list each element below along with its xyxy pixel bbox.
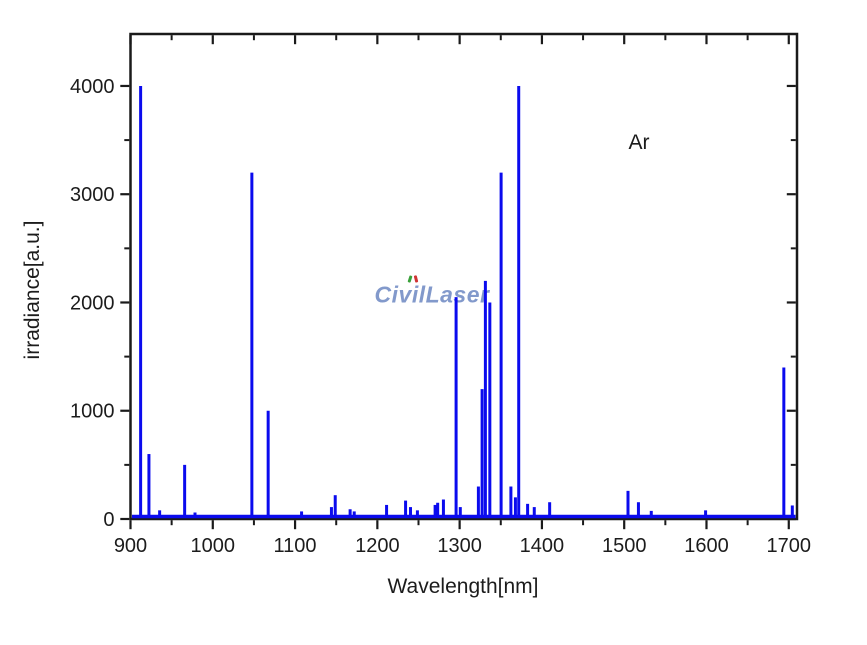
x-tick-label: 1300 (437, 535, 482, 557)
y-axis-label: irradiance[a.u.] (21, 220, 44, 360)
watermark: CivilLaser (374, 275, 490, 309)
y-tick-label: 1000 (70, 401, 115, 423)
x-axis-label: Wavelength[nm] (387, 575, 539, 598)
y-tick-label: 2000 (70, 292, 115, 314)
x-tick-label: 1600 (684, 535, 729, 557)
x-tick-label: 1400 (520, 535, 565, 557)
x-tick-label: 1100 (274, 535, 317, 557)
x-tick-label: 1200 (355, 535, 400, 557)
x-tick-label: 1000 (191, 535, 236, 557)
plot-frame (129, 32, 799, 521)
y-tick-label: 4000 (70, 76, 115, 98)
x-tick-label: 1700 (767, 535, 812, 557)
element-annotation: Ar (628, 131, 650, 154)
watermark-text: CivilLaser (374, 281, 490, 308)
x-tick-label: 1500 (602, 535, 647, 557)
y-tick-label: 3000 (70, 184, 115, 206)
y-tick-label: 0 (103, 509, 114, 531)
x-tick-label: 900 (114, 535, 147, 557)
